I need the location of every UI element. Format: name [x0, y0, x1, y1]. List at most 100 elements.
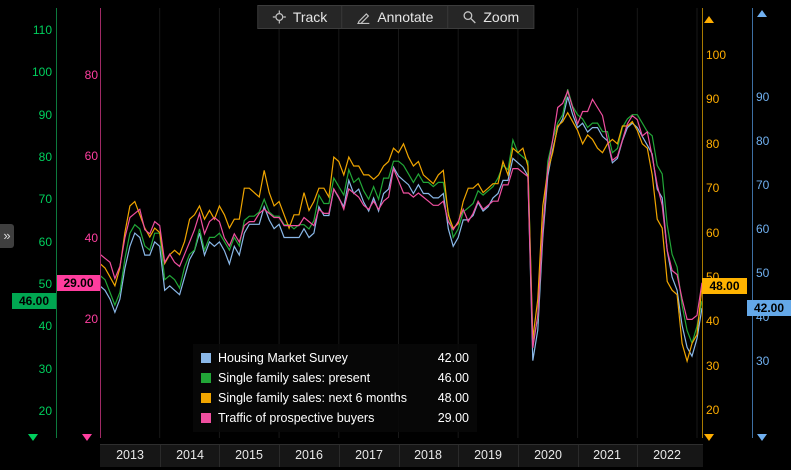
track-button[interactable]: Track: [257, 6, 343, 28]
blue-axis-tick: 90: [756, 90, 770, 104]
legend-label: Single family sales: present: [218, 371, 371, 385]
x-axis-year-label: 2017: [355, 448, 383, 462]
chart-toolbar: Track Annotate Zoom: [256, 5, 535, 29]
x-axis-year-label: 2016: [295, 448, 323, 462]
blue-axis-line: [752, 8, 753, 438]
legend-label: Single family sales: next 6 months: [218, 391, 407, 405]
green-axis-tick: 60: [38, 235, 52, 249]
x-axis-year-label: 2019: [474, 448, 502, 462]
x-axis-year-label: 2018: [414, 448, 442, 462]
yellow-axis-line: [702, 8, 703, 438]
legend-value: 48.00: [437, 391, 469, 405]
green-axis-tick: 50: [38, 277, 52, 291]
blue-axis-tick: 30: [756, 354, 770, 368]
pink-axis: 80 60 40 20: [56, 0, 98, 470]
annotate-button-label: Annotate: [377, 9, 434, 25]
zoom-button[interactable]: Zoom: [448, 6, 534, 28]
yellow-axis-tick: 100: [706, 48, 727, 62]
x-axis-separator: [637, 445, 638, 467]
yellow-axis-scroll-down-icon[interactable]: [704, 434, 714, 441]
x-axis-separator: [219, 445, 220, 467]
yellow-series-swatch: [201, 393, 211, 403]
yellow-axis-tick: 80: [706, 137, 720, 151]
legend-label: Housing Market Survey: [218, 351, 348, 365]
blue-axis-tick: 80: [756, 134, 770, 148]
legend-label: Traffic of prospective buyers: [218, 411, 375, 425]
green-axis-scroll-down-icon[interactable]: [28, 434, 38, 441]
series-line-yellow: [100, 111, 702, 364]
pink-axis-tick: 20: [84, 312, 98, 326]
legend-item-housing-market-survey[interactable]: Housing Market Survey 42.00: [201, 348, 469, 368]
yellow-axis-value-badge: 48.00: [702, 278, 747, 294]
blue-axis-tick: 60: [756, 222, 770, 236]
x-axis-separator: [578, 445, 579, 467]
legend-item-traffic-of-prospective-buyers[interactable]: Traffic of prospective buyers 29.00: [201, 408, 469, 428]
legend-value: 42.00: [437, 351, 469, 365]
crosshair-icon: [272, 10, 286, 24]
x-axis-separator: [160, 445, 161, 467]
x-axis-separator: [458, 445, 459, 467]
annotate-button[interactable]: Annotate: [342, 6, 449, 28]
pink-axis-line: [100, 8, 101, 438]
legend-value: 29.00: [437, 411, 469, 425]
yellow-axis: 100 90 80 70 60 50 40 30 20: [706, 0, 752, 470]
x-axis-separator: [279, 445, 280, 467]
plot-area[interactable]: [100, 8, 702, 438]
x-axis-year-label: 2022: [653, 448, 681, 462]
green-axis-tick: 70: [38, 192, 52, 206]
blue-axis-tick: 70: [756, 178, 770, 192]
pencil-icon: [356, 10, 370, 24]
series-line-blue: [100, 96, 702, 361]
yellow-axis-tick: 40: [706, 314, 720, 328]
x-axis-year-label: 2021: [593, 448, 621, 462]
x-axis-year-label: 2015: [235, 448, 263, 462]
pink-axis-scroll-down-icon[interactable]: [82, 434, 92, 441]
pink-axis-tick: 40: [84, 231, 98, 245]
legend-item-single-family-sales-next-6-months[interactable]: Single family sales: next 6 months 48.00: [201, 388, 469, 408]
yellow-axis-scroll-up-icon[interactable]: [704, 16, 714, 23]
green-axis-tick: 30: [38, 362, 52, 376]
pink-axis-tick: 60: [84, 149, 98, 163]
green-axis-line: [56, 8, 57, 438]
blue-axis: 90 80 70 60 50 40 30: [756, 0, 790, 470]
green-axis-tick: 100: [31, 65, 52, 79]
x-axis: 2013 2014 2015 2016 2017 2018 2019 2020 2021 2022: [100, 444, 703, 467]
blue-axis-scroll-down-icon[interactable]: [757, 434, 767, 441]
zoom-button-label: Zoom: [483, 9, 520, 25]
blue-axis-scroll-up-icon[interactable]: [757, 10, 767, 17]
blue-series-swatch: [201, 353, 211, 363]
green-axis-tick: 110: [32, 23, 52, 37]
yellow-axis-tick: 90: [706, 92, 720, 106]
yellow-axis-tick: 60: [706, 226, 720, 240]
legend: Housing Market Survey 42.00 Single famil…: [193, 344, 477, 432]
green-axis-tick: 20: [38, 404, 52, 418]
x-axis-separator: [518, 445, 519, 467]
green-axis-tick: 40: [38, 319, 52, 333]
x-axis-year-label: 2020: [534, 448, 562, 462]
pink-axis-tick: 80: [84, 68, 98, 82]
pink-series-swatch: [201, 413, 211, 423]
yellow-axis-tick: 70: [706, 181, 720, 195]
green-series-swatch: [201, 373, 211, 383]
legend-item-single-family-sales-present[interactable]: Single family sales: present 46.00: [201, 368, 469, 388]
x-axis-separator: [399, 445, 400, 467]
legend-value: 46.00: [437, 371, 469, 385]
yellow-axis-tick: 20: [706, 403, 720, 417]
green-axis-value-badge: 46.00: [12, 293, 56, 309]
green-axis-tick: 80: [38, 150, 52, 164]
magnifier-icon: [462, 10, 476, 24]
yellow-axis-tick: 30: [706, 359, 720, 373]
series-line-green: [100, 89, 702, 346]
x-axis-year-label: 2013: [116, 448, 144, 462]
panel-expander[interactable]: »: [0, 224, 14, 248]
series-line-pink: [100, 89, 702, 348]
green-axis: 110 100 90 80 70 60 50 40 30 20: [0, 0, 52, 470]
green-axis-tick: 90: [38, 108, 52, 122]
pink-axis-value-badge: 29.00: [57, 275, 100, 291]
blue-axis-tick: 50: [756, 266, 770, 280]
x-axis-year-label: 2014: [176, 448, 204, 462]
blue-axis-value-badge: 42.00: [747, 300, 791, 316]
track-button-label: Track: [292, 9, 328, 25]
x-axis-separator: [339, 445, 340, 467]
